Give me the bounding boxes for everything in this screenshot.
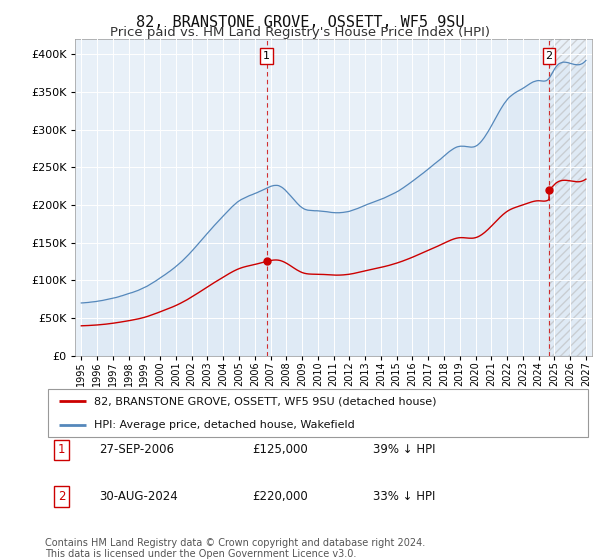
Text: 1: 1 (263, 51, 270, 61)
Text: 82, BRANSTONE GROVE, OSSETT, WF5 9SU: 82, BRANSTONE GROVE, OSSETT, WF5 9SU (136, 15, 464, 30)
Text: 1: 1 (58, 444, 65, 456)
Text: 30-AUG-2024: 30-AUG-2024 (100, 490, 178, 503)
Text: 2: 2 (58, 490, 65, 503)
Text: £220,000: £220,000 (253, 490, 308, 503)
Text: Price paid vs. HM Land Registry's House Price Index (HPI): Price paid vs. HM Land Registry's House … (110, 26, 490, 39)
Text: 39% ↓ HPI: 39% ↓ HPI (373, 444, 435, 456)
Text: 27-SEP-2006: 27-SEP-2006 (100, 444, 175, 456)
Text: Contains HM Land Registry data © Crown copyright and database right 2024.
This d: Contains HM Land Registry data © Crown c… (45, 538, 425, 559)
Text: 33% ↓ HPI: 33% ↓ HPI (373, 490, 435, 503)
Text: HPI: Average price, detached house, Wakefield: HPI: Average price, detached house, Wake… (94, 420, 355, 430)
FancyBboxPatch shape (48, 389, 588, 437)
Text: 2: 2 (545, 51, 553, 61)
Text: 82, BRANSTONE GROVE, OSSETT, WF5 9SU (detached house): 82, BRANSTONE GROVE, OSSETT, WF5 9SU (de… (94, 396, 437, 407)
Text: £125,000: £125,000 (253, 444, 308, 456)
